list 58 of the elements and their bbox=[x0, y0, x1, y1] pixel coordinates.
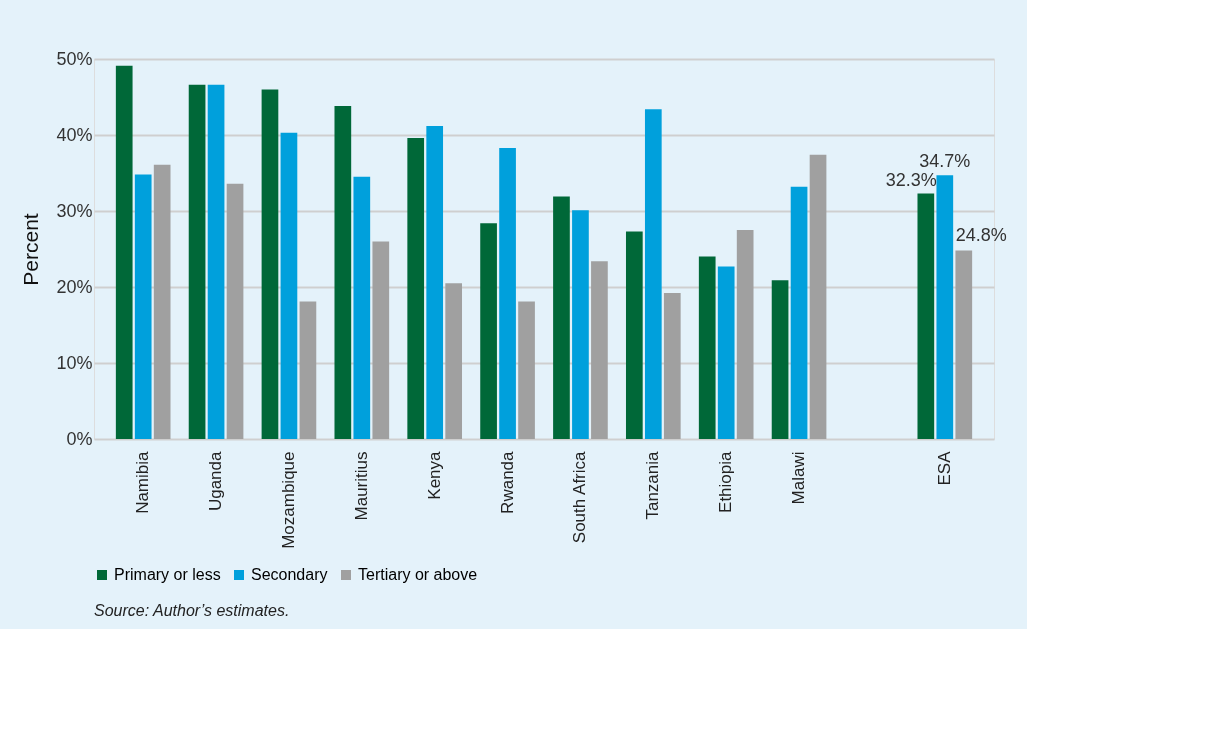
y-tick-label: 20% bbox=[56, 276, 93, 297]
x-tick-label: Mauritius bbox=[351, 451, 371, 521]
x-tick-label: Rwanda bbox=[497, 450, 517, 514]
bar bbox=[445, 283, 463, 439]
bar bbox=[372, 241, 390, 439]
bar bbox=[736, 230, 754, 439]
source-note: Source: Author’s estimates. bbox=[94, 602, 290, 619]
bar bbox=[153, 164, 171, 439]
data-label: 24.8% bbox=[955, 224, 1007, 245]
x-tick-label: ESA bbox=[934, 450, 954, 486]
x-tick-label: Ethiopia bbox=[716, 450, 736, 513]
bar bbox=[226, 183, 244, 439]
x-tick-label: Uganda bbox=[206, 450, 226, 512]
data-label: 32.3% bbox=[885, 169, 937, 190]
bar bbox=[663, 293, 681, 439]
bar bbox=[936, 175, 954, 439]
bar bbox=[280, 132, 298, 439]
x-tick-label: Tanzania bbox=[643, 450, 663, 520]
bar bbox=[790, 186, 808, 439]
bar bbox=[499, 147, 516, 439]
bar bbox=[809, 154, 827, 439]
bar bbox=[426, 125, 444, 439]
y-tick-label: 10% bbox=[56, 352, 93, 373]
y-axis-title: Percent bbox=[19, 213, 43, 286]
bar bbox=[771, 280, 789, 439]
y-tick-label: 50% bbox=[56, 48, 93, 69]
y-tick-label: 40% bbox=[56, 124, 93, 145]
x-tick-label: South Africa bbox=[570, 450, 590, 544]
x-tick-label: Mozambique bbox=[278, 451, 298, 549]
y-tick-label: 30% bbox=[56, 200, 93, 221]
data-label: 34.7% bbox=[919, 151, 971, 172]
bar bbox=[480, 223, 497, 439]
bar bbox=[353, 176, 371, 439]
x-tick-label: Malawi bbox=[789, 451, 809, 505]
bar bbox=[644, 109, 662, 439]
bar bbox=[134, 174, 152, 439]
legend-label: Secondary bbox=[251, 566, 328, 583]
bar bbox=[207, 84, 225, 439]
bar bbox=[299, 301, 317, 439]
x-tick-label: Namibia bbox=[133, 450, 153, 514]
y-tick-label: 0% bbox=[66, 428, 93, 449]
bar bbox=[698, 256, 716, 439]
bar bbox=[334, 106, 352, 439]
bar bbox=[955, 250, 973, 439]
legend-label: Tertiary or above bbox=[358, 566, 478, 583]
x-tick-label: Kenya bbox=[424, 450, 444, 500]
bar bbox=[717, 266, 735, 439]
bar bbox=[188, 84, 206, 439]
bar bbox=[407, 138, 425, 439]
bar bbox=[261, 89, 279, 439]
bar bbox=[553, 196, 570, 439]
bar bbox=[625, 231, 643, 439]
bar bbox=[572, 210, 589, 439]
bar bbox=[591, 261, 608, 439]
bar bbox=[115, 65, 133, 439]
bar bbox=[917, 193, 935, 439]
bar bbox=[518, 301, 535, 439]
legend-label: Primary or less bbox=[114, 566, 221, 583]
